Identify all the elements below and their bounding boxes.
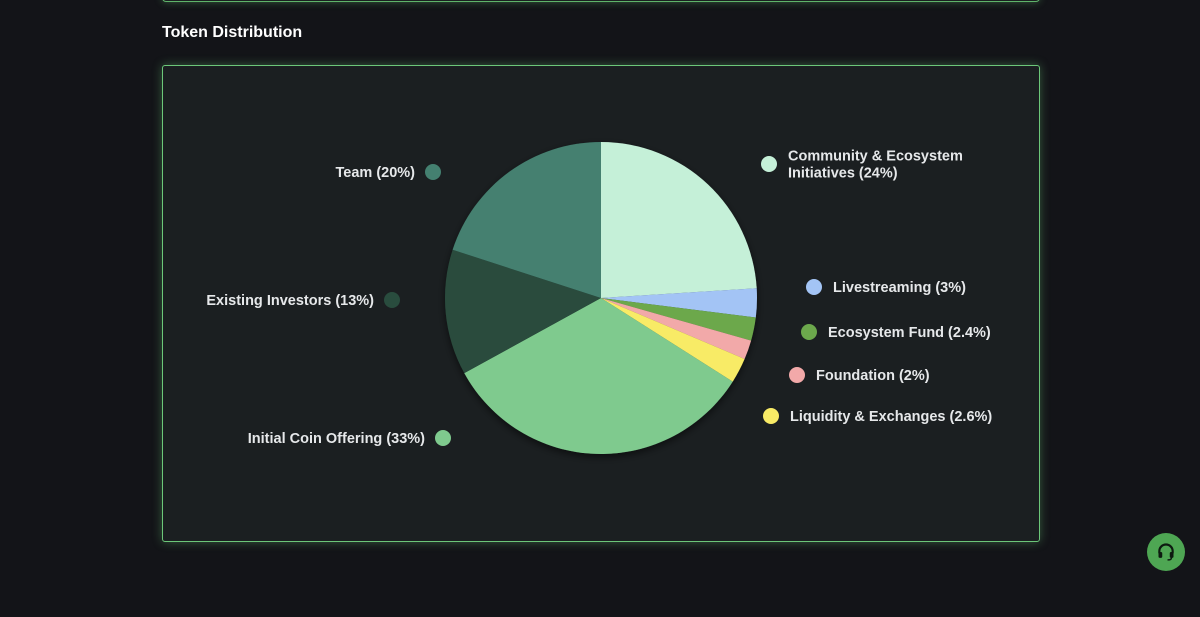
legend-label: Initial Coin Offering (33%) — [248, 431, 425, 447]
section-title: Token Distribution — [162, 24, 303, 41]
legend-item-team: Team (20%) — [335, 164, 441, 181]
token-distribution-card: Community & Ecosystem Initiatives (24%) Li… — [162, 65, 1040, 542]
support-chat-button[interactable] — [1147, 533, 1185, 571]
legend-color-dot — [435, 430, 451, 446]
legend-label: Initiatives (24%) — [788, 166, 898, 182]
pie-slice-livestreaming[interactable] — [601, 288, 757, 318]
legend-label: Livestreaming (3%) — [833, 280, 966, 296]
pie-slice-liquidity-exchanges[interactable] — [601, 298, 745, 382]
previous-card-edge — [162, 0, 1040, 2]
pie-slice-existing-investors[interactable] — [445, 249, 601, 374]
legend-color-dot — [384, 292, 400, 308]
pie-slice-ecosystem-fund[interactable] — [601, 298, 756, 341]
legend-color-dot — [789, 367, 805, 383]
legend-color-dot — [425, 164, 441, 180]
pie-slices — [445, 142, 757, 455]
pie-slice-community-ecosystem-initiatives[interactable] — [601, 142, 757, 298]
legend-label: Existing Investors (13%) — [206, 293, 374, 309]
legend-label: Foundation (2%) — [816, 368, 930, 384]
legend-label: Ecosystem Fund (2.4%) — [828, 325, 991, 341]
legend-color-dot — [801, 324, 817, 340]
legend-item-liquidity-exchanges: Liquidity & Exchanges (2.6%) — [763, 408, 992, 425]
pie-slice-team[interactable] — [452, 142, 601, 298]
pie-slice-initial-coin-offering[interactable] — [464, 298, 733, 455]
legend-label: Liquidity & Exchanges (2.6%) — [790, 409, 992, 425]
legend-item-ecosystem-fund: Ecosystem Fund (2.4%) — [801, 324, 991, 341]
pie-slice-foundation[interactable] — [601, 298, 752, 360]
legend-label: Community & Ecosystem — [788, 149, 963, 165]
legend-label: Team (20%) — [335, 165, 415, 181]
legend-item-initial-coin-offering: Initial Coin Offering (33%) — [248, 430, 451, 447]
legend-item-foundation: Foundation (2%) — [789, 367, 930, 384]
legend-item-existing-investors: Existing Investors (13%) — [206, 292, 400, 309]
legend-item-livestreaming: Livestreaming (3%) — [806, 279, 966, 296]
legend-color-dot — [806, 279, 822, 295]
headset-icon — [1158, 543, 1174, 561]
legend-color-dot — [761, 156, 777, 172]
legend-color-dot — [763, 408, 779, 424]
